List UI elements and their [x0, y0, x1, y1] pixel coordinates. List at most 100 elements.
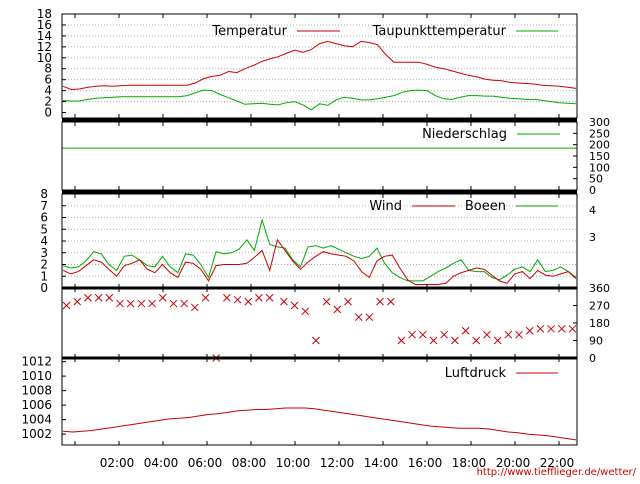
wind-direction-point	[73, 297, 82, 306]
y-tick-label: 2	[40, 258, 48, 272]
y-tick-label: 8	[40, 187, 48, 201]
y-tick-label: 4	[40, 234, 48, 248]
dewpoint-series-line	[62, 89, 577, 111]
y-tick-label: 1008	[21, 384, 52, 398]
x-tick-label: 16:00	[408, 456, 443, 470]
legend-wind-label: Wind	[369, 199, 402, 214]
y-tick-label: 7	[40, 199, 48, 213]
y-tick-label: 1	[40, 269, 48, 283]
legend-niederschlag-label: Niederschlag	[422, 127, 507, 142]
x-tick-label: 18:00	[452, 456, 487, 470]
wind-series-line	[62, 238, 577, 285]
y-tick-label: 16	[37, 18, 52, 32]
wind-direction-point	[557, 324, 566, 333]
gust-series-line	[62, 218, 577, 282]
y-tick-label: 6	[44, 73, 52, 87]
plot-frame	[61, 13, 578, 119]
y-tick-label: 360	[589, 282, 610, 295]
legend-luftdruck-label: Luftdruck	[445, 366, 507, 381]
wind-direction-point	[233, 295, 242, 304]
y-tick-label: 14	[37, 29, 52, 43]
y-tick-label: 6	[40, 211, 48, 225]
wind-direction-point	[547, 324, 555, 333]
wind-direction-point	[536, 324, 545, 333]
y-tick-label: 300	[589, 116, 610, 129]
y-tick-label: 0	[589, 352, 596, 365]
y-tick-label: 180	[589, 317, 610, 330]
y-tick-label: 270	[589, 300, 610, 313]
y-tick-label: 4	[44, 84, 52, 98]
wind-direction-point	[354, 313, 363, 322]
y-tick-label: 0	[589, 184, 596, 197]
wind-direction-point	[190, 303, 199, 312]
x-tick-label: 20:00	[496, 456, 531, 470]
temperature-series-line	[62, 40, 577, 91]
wind-direction-point	[280, 297, 288, 306]
plot-frame	[61, 121, 578, 191]
wind-direction-point	[472, 336, 481, 345]
wind-direction-point	[397, 336, 406, 345]
y-tick-label: 200	[589, 139, 610, 152]
wind-direction-point	[244, 297, 253, 306]
x-tick-label: 08:00	[232, 456, 267, 470]
y-tick-label: 250	[589, 127, 610, 140]
right-tick-label: 4	[589, 204, 596, 217]
wind-direction-point	[116, 299, 124, 308]
wind-direction-point	[440, 330, 449, 339]
y-tick-label: 1006	[21, 398, 52, 412]
wind-direction-point	[62, 301, 71, 310]
wind-direction-point	[180, 299, 188, 308]
y-tick-label: 1004	[21, 413, 52, 427]
y-tick-label: 90	[589, 335, 603, 348]
wind-direction-point	[290, 301, 299, 310]
wind-direction-point	[493, 336, 502, 345]
wind-direction-point	[515, 330, 523, 339]
wind-direction-point	[483, 330, 491, 339]
x-tick-label: 14:00	[364, 456, 399, 470]
wind-direction-point	[386, 297, 395, 306]
wind-direction-point	[451, 336, 459, 345]
legend-taupunkt-label: Taupunkttemperatur	[372, 24, 507, 39]
wind-direction-point	[137, 299, 146, 308]
wind-direction-point	[223, 293, 231, 302]
legend-temperatur-label: Temperatur	[211, 24, 287, 39]
y-tick-label: 12	[37, 40, 52, 54]
y-tick-label: 10	[37, 51, 52, 65]
y-tick-label: 100	[589, 161, 610, 174]
wind-direction-point	[429, 336, 438, 345]
wind-direction-panel: 360 270 180 90 0	[61, 282, 610, 365]
y-tick-label: 1010	[21, 369, 52, 383]
x-tick-label: 10:00	[276, 456, 311, 470]
wind-direction-point	[158, 293, 167, 302]
source-link[interactable]: http://www.tiefflieger.de/wetter/	[477, 467, 637, 478]
wind-direction-point	[126, 299, 135, 308]
y-tick-label: 18	[37, 7, 52, 21]
y-tick-label: 0	[44, 106, 52, 120]
wind-direction-point	[408, 330, 416, 339]
right-tick-label: 3	[589, 231, 596, 244]
y-tick-label: 50	[589, 173, 603, 186]
y-tick-label: 0	[40, 281, 48, 295]
y-tick-label: 5	[40, 222, 48, 236]
wind-direction-point	[265, 293, 274, 302]
wind-direction-point	[333, 305, 342, 314]
wind-direction-point	[568, 324, 577, 333]
y-tick-label: 8	[44, 62, 52, 76]
y-tick-label: 1002	[21, 427, 52, 441]
wind-direction-point	[461, 326, 470, 335]
plot-frame	[61, 287, 578, 359]
wind-direction-point	[365, 313, 374, 322]
legend-boeen-label: Boeen	[465, 199, 506, 214]
wind-direction-point	[344, 297, 352, 306]
wind-direction-point	[94, 293, 103, 302]
wind-direction-point	[255, 293, 263, 302]
wind-direction-point	[201, 293, 210, 302]
x-tick-label: 12:00	[320, 456, 355, 470]
wind-direction-point	[301, 307, 310, 316]
wind-direction-point	[312, 336, 320, 345]
